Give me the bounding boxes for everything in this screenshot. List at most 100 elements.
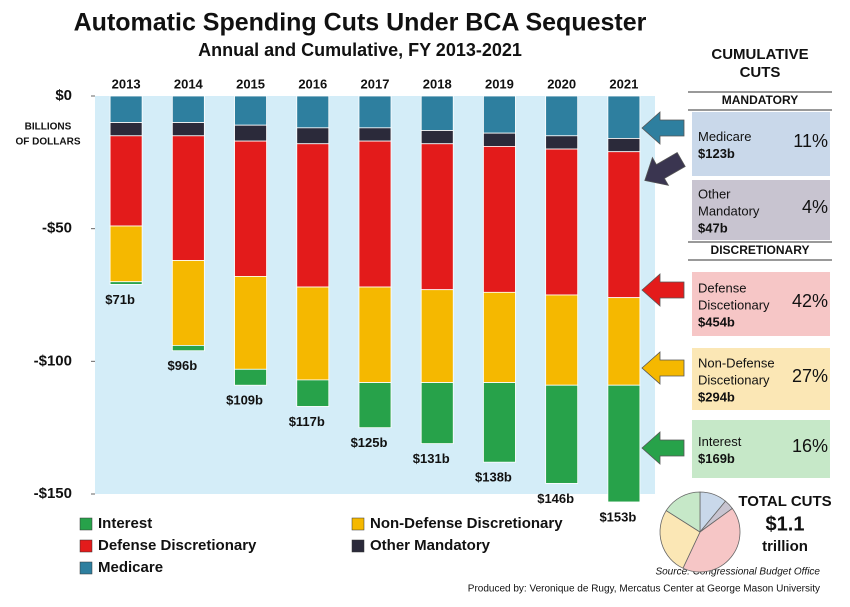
chart-subtitle: Annual and Cumulative, FY 2013-2021 — [198, 40, 522, 60]
bar-segment — [358, 286, 392, 383]
bar-segment — [296, 95, 330, 129]
bar-segment — [545, 384, 579, 484]
item-box — [692, 348, 830, 410]
item-share: 27% — [792, 366, 828, 386]
y-tick-label: -$50 — [42, 220, 72, 237]
item-name: Mandatory — [698, 203, 760, 218]
bar-segment — [171, 95, 205, 123]
x-tick-label: 2016 — [298, 76, 327, 91]
x-tick-label: 2021 — [609, 76, 638, 91]
bar-segment — [171, 122, 205, 137]
section-heading: DISCRETIONARY — [711, 243, 810, 257]
item-box — [692, 420, 830, 478]
x-tick-label: 2014 — [174, 76, 204, 91]
bar-segment — [420, 130, 454, 145]
bar-segment — [234, 140, 267, 277]
item-name: Discetionary — [698, 297, 770, 312]
bar-segment — [296, 379, 330, 407]
bar-segment — [109, 122, 143, 137]
item-name: Medicare — [698, 129, 751, 144]
total-unit: trillion — [762, 538, 808, 555]
bar-segment — [358, 382, 392, 429]
bar-segment — [607, 384, 641, 503]
bar-segment — [109, 281, 143, 285]
bar-segment — [296, 286, 330, 381]
y-tick-label: -$150 — [34, 485, 72, 502]
bar-segment — [296, 127, 330, 145]
arrow — [641, 431, 685, 465]
bar-segment — [483, 146, 516, 293]
y-axis-label: BILLIONS — [25, 122, 72, 133]
bar-segment — [483, 382, 516, 463]
legend-label: Non-Defense Discretionary — [370, 515, 563, 532]
item-share: 16% — [792, 436, 828, 456]
pie-slice — [659, 510, 701, 569]
x-tick-label: 2018 — [423, 76, 452, 91]
bar-segment — [171, 345, 205, 352]
bar-segment — [109, 95, 143, 123]
bar-segment — [358, 95, 392, 129]
bar-segment — [607, 151, 641, 299]
item-name: Discetionary — [698, 372, 770, 387]
item-amount: $294b — [698, 389, 735, 404]
panel-title: CUMULATIVE — [711, 46, 808, 63]
section-heading: MANDATORY — [722, 93, 798, 107]
total-label: $138b — [475, 470, 512, 485]
item-amount: $169b — [698, 451, 735, 466]
item-name: Non-Defense — [698, 355, 775, 370]
bar-segment — [234, 368, 267, 386]
bar-segment — [545, 294, 579, 386]
total-label: $109b — [226, 393, 263, 408]
bar-segment — [358, 127, 392, 142]
legend-label: Interest — [98, 515, 152, 532]
bar-segment — [234, 276, 267, 370]
bar-segment — [234, 95, 267, 126]
bar-segment — [109, 135, 143, 227]
total-title: TOTAL CUTS — [738, 493, 831, 510]
chart-title: Automatic Spending Cuts Under BCA Seques… — [74, 9, 647, 37]
pie-slice — [665, 491, 701, 533]
legend-swatch — [79, 517, 93, 531]
total-label: $153b — [599, 509, 636, 524]
total-value: $1.1 — [766, 513, 805, 535]
total-label: $146b — [537, 491, 574, 506]
item-name: Defense — [698, 280, 746, 295]
x-tick-label: 2019 — [485, 76, 514, 91]
source: Source: Congressional Budget Office — [655, 567, 820, 578]
bar-segment — [483, 95, 516, 134]
bar-segment — [545, 135, 579, 150]
item-box — [692, 112, 830, 176]
bar-segment — [358, 140, 392, 288]
arrow — [641, 273, 685, 307]
bar-segment — [296, 143, 330, 288]
y-axis-label: OF DOLLARS — [16, 137, 81, 148]
bar-segment — [545, 148, 579, 296]
bar-segment — [420, 382, 454, 444]
y-tick-label: $0 — [55, 87, 72, 104]
bar-segment — [607, 138, 641, 153]
arrow — [641, 351, 685, 385]
bar-segment — [420, 289, 454, 383]
item-box — [692, 180, 830, 240]
total-label: $131b — [413, 451, 450, 466]
total-label: $96b — [168, 358, 198, 373]
bar-segment — [234, 124, 267, 142]
bar-segment — [607, 95, 641, 139]
legend-label: Medicare — [98, 559, 163, 576]
total-label: $71b — [105, 292, 135, 307]
total-label: $125b — [351, 435, 388, 450]
item-amount: $47b — [698, 220, 728, 235]
credit: Produced by: Veronique de Rugy, Mercatus… — [468, 584, 820, 595]
x-tick-label: 2013 — [112, 76, 141, 91]
bar-segment — [607, 297, 641, 386]
bar-segment — [171, 135, 205, 261]
bar-segment — [171, 260, 205, 346]
bar-segment — [545, 95, 579, 137]
item-amount: $123b — [698, 146, 735, 161]
item-name: Interest — [698, 434, 742, 449]
y-tick-label: -$100 — [34, 352, 72, 369]
legend-swatch — [79, 539, 93, 553]
item-amount: $454b — [698, 314, 735, 329]
legend-label: Other Mandatory — [370, 537, 491, 554]
